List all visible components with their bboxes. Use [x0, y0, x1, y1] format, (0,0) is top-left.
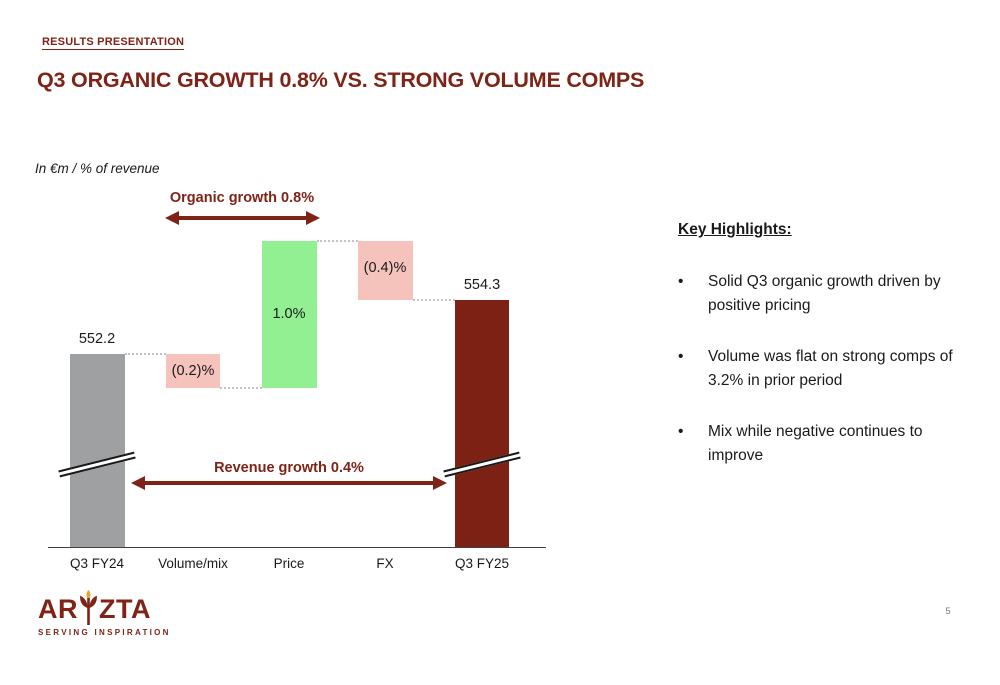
bar-value-q3-fy25: 554.3	[463, 277, 501, 293]
revenue-growth-label: Revenue growth 0.4%	[214, 460, 364, 476]
list-item: • Volume was flat on strong comps of 3.2…	[678, 345, 958, 393]
organic-growth-arrow	[165, 210, 320, 225]
category-label-price: Price	[273, 556, 305, 571]
highlight-text: Mix while negative continues to improve	[708, 423, 923, 465]
list-item: • Mix while negative continues to improv…	[678, 420, 958, 468]
bar-q3-fy24	[70, 354, 125, 548]
bar-value-fx: (0.4)%	[363, 260, 407, 276]
category-label-q3-fy24: Q3 FY24	[69, 556, 125, 571]
organic-growth-label: Organic growth 0.8%	[169, 190, 315, 206]
waterfall-connector	[125, 353, 166, 355]
highlight-text: Volume was flat on strong comps of 3.2% …	[708, 348, 953, 390]
bullet-icon: •	[678, 423, 684, 441]
key-highlights-heading: Key Highlights:	[678, 221, 792, 238]
bar-volume-mix	[166, 354, 220, 388]
bar-value-price: 1.0%	[272, 306, 306, 322]
revenue-growth-arrow	[131, 475, 447, 490]
units-note: In €m / % of revenue	[35, 161, 160, 176]
page-title: Q3 ORGANIC GROWTH 0.8% VS. STRONG VOLUME…	[37, 68, 645, 92]
bar-q3-fy25	[455, 300, 509, 548]
waterfall-connector	[220, 387, 262, 389]
logo-text-right: ZTA	[99, 594, 151, 624]
bullet-icon: •	[678, 273, 684, 290]
x-axis-line	[48, 547, 546, 548]
logo-wordmark: AR ZTA	[38, 590, 171, 625]
category-label-q3-fy25: Q3 FY25	[454, 556, 510, 571]
bar-value-q3-fy24: 552.2	[78, 331, 116, 347]
key-highlights: Key Highlights: • Solid Q3 organic growt…	[678, 221, 958, 495]
waterfall-connector	[413, 299, 455, 301]
category-label-fx: FX	[376, 556, 394, 571]
list-item: • Solid Q3 organic growth driven by posi…	[678, 270, 958, 318]
highlight-text: Solid Q3 organic growth driven by positi…	[708, 273, 941, 315]
bullet-icon: •	[678, 348, 684, 366]
bar-fx	[358, 241, 413, 300]
logo-tagline: SERVING INSPIRATION	[38, 628, 171, 637]
waterfall-connector	[317, 240, 358, 242]
category-label-volume-mix: Volume/mix	[158, 556, 228, 571]
aryzta-logo: AR ZTA SERVING INSPIRATION	[38, 590, 171, 637]
bar-price	[262, 241, 317, 388]
page-number: 5	[945, 606, 951, 617]
logo-text-left: AR	[38, 594, 78, 624]
eyebrow: RESULTS PRESENTATION	[42, 36, 185, 50]
wheat-icon	[80, 590, 97, 625]
bar-value-volume-mix: (0.2)%	[171, 363, 215, 379]
